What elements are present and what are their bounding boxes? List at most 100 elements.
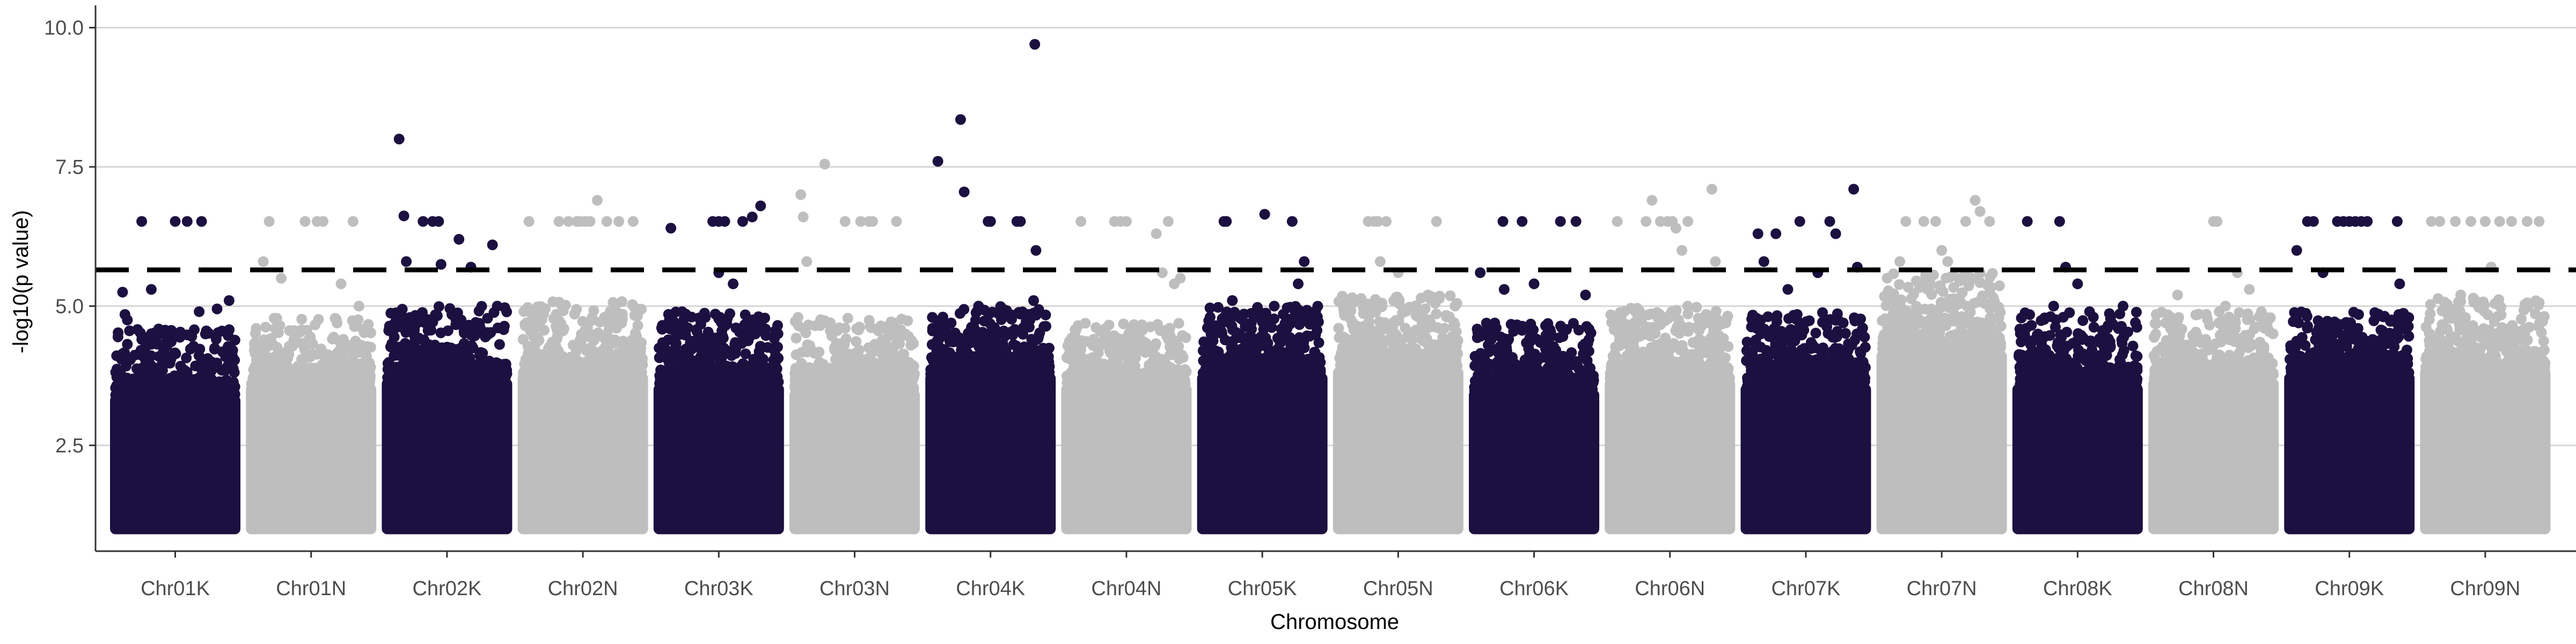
snp-point — [1298, 336, 1309, 348]
snp-point — [1312, 325, 1322, 336]
snp-point — [1118, 364, 1130, 376]
snp-peak-point — [553, 216, 565, 227]
snp-point — [588, 377, 599, 388]
snp-point — [150, 336, 161, 348]
snp-point — [992, 345, 1004, 356]
snp-point — [1042, 367, 1053, 377]
snp-point — [693, 312, 705, 324]
snp-point — [525, 326, 536, 337]
snp-point — [851, 323, 862, 334]
snp-point — [500, 360, 511, 371]
snp-point — [851, 383, 862, 394]
snp-point — [677, 372, 689, 383]
snp-peak-point — [728, 278, 739, 289]
snp-point — [1274, 346, 1285, 357]
snp-point — [1263, 381, 1274, 392]
snp-peak-point — [418, 216, 429, 227]
snp-point — [554, 326, 565, 337]
snp-point — [203, 328, 214, 339]
snp-point — [736, 393, 748, 404]
snp-point — [1445, 290, 1456, 302]
snp-point — [166, 385, 178, 397]
snp-point — [229, 388, 240, 399]
snp-point — [541, 367, 553, 378]
snp-point — [631, 331, 642, 342]
snp-point — [447, 309, 457, 320]
snp-point — [1249, 353, 1260, 364]
snp-peak-point — [181, 216, 193, 227]
snp-point — [884, 382, 896, 393]
snp-point — [277, 392, 288, 403]
snp-point — [1011, 340, 1022, 352]
snp-point — [866, 382, 877, 393]
snp-point — [246, 377, 258, 389]
chromosome-Chr05N — [1333, 216, 1463, 535]
snp-point — [284, 325, 295, 336]
snp-peak-point — [932, 156, 943, 167]
snp-point — [335, 361, 346, 372]
snp-peak-point — [955, 114, 966, 125]
snp-point — [1275, 336, 1286, 348]
snp-peak-point — [1030, 245, 1042, 256]
snp-point — [362, 378, 373, 389]
snp-point — [328, 378, 339, 389]
dense-points-Chr02K — [382, 378, 513, 535]
snp-peak-point — [492, 301, 503, 312]
snp-point — [1145, 321, 1156, 333]
snp-point — [419, 382, 430, 393]
snp-point — [791, 333, 802, 343]
snp-point — [250, 360, 261, 371]
snp-peak-point — [797, 211, 809, 223]
snp-point — [1266, 322, 1277, 333]
snp-point — [1030, 310, 1042, 321]
snp-point — [1310, 352, 1321, 363]
chromosome-Chr01K — [110, 216, 240, 535]
chromosome-Chr05K — [1197, 209, 1328, 535]
snp-point — [1016, 365, 1028, 377]
snp-point — [932, 335, 943, 346]
snp-point — [958, 304, 970, 315]
snp-point — [942, 329, 953, 340]
chromosome-Chr04N — [1061, 216, 1192, 535]
snp-point — [553, 297, 565, 308]
snp-point — [448, 350, 459, 361]
snp-point — [796, 357, 807, 369]
dense-points-Chr01N — [246, 384, 377, 535]
snp-peak-point — [719, 216, 730, 227]
snp-point — [138, 370, 150, 381]
snp-point — [482, 313, 493, 324]
snp-point — [1157, 367, 1168, 378]
snp-point — [957, 384, 969, 395]
dense-points-Chr01K — [110, 395, 240, 535]
snp-point — [756, 319, 767, 331]
snp-point — [739, 365, 750, 377]
snp-point — [332, 317, 343, 328]
snp-point — [821, 317, 832, 328]
snp-point — [1062, 352, 1072, 363]
snp-point — [793, 384, 803, 395]
snp-point — [179, 365, 191, 376]
snp-point — [265, 333, 276, 344]
snp-point — [1221, 306, 1232, 318]
snp-peak-point — [145, 284, 157, 295]
snp-point — [1124, 330, 1136, 341]
snp-point — [345, 342, 356, 353]
snp-point — [280, 358, 290, 369]
snp-point — [878, 401, 889, 412]
snp-point — [722, 393, 734, 405]
snp-point — [721, 345, 732, 356]
snp-point — [1239, 309, 1249, 320]
snp-point — [148, 381, 159, 392]
snp-point — [971, 366, 983, 377]
snp-peak-point — [613, 216, 624, 227]
snp-peak-point — [665, 223, 677, 234]
snp-point — [667, 348, 678, 360]
snp-peak-point — [1029, 39, 1041, 50]
snp-point — [1211, 350, 1222, 362]
snp-point — [484, 355, 495, 367]
snp-point — [840, 333, 852, 345]
snp-point — [129, 390, 141, 401]
snp-point — [364, 357, 375, 369]
snp-point — [385, 341, 396, 353]
snp-point — [1452, 378, 1463, 389]
